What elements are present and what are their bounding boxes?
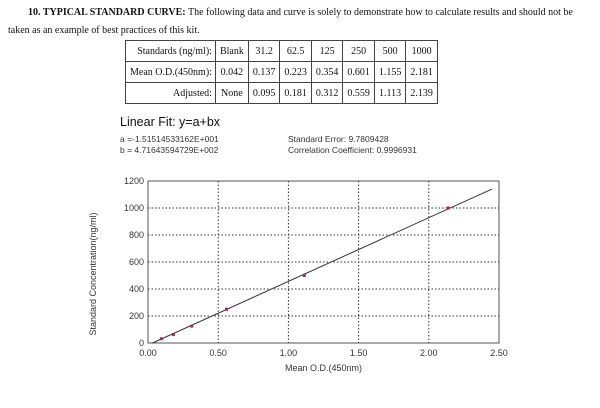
data-point (159, 337, 163, 341)
x-tick-label: 2.00 (420, 348, 438, 358)
table-cell: 2.139 (405, 82, 438, 104)
fit-title: Linear Fit: y=a+bx (120, 115, 221, 129)
x-tick-label: 0.00 (139, 348, 157, 358)
x-tick-label: 1.50 (350, 348, 368, 358)
y-tick-label: 800 (129, 230, 144, 240)
y-axis-label: Standard Concentration(ng/ml) (88, 212, 98, 335)
x-tick-label: 2.50 (490, 348, 508, 358)
param-a: a =-1.51514533162E+001 (120, 134, 219, 144)
table-row: Adjusted: None 0.095 0.181 0.312 0.559 1.113 2.… (125, 82, 438, 104)
row-label: Adjusted: (125, 82, 216, 104)
data-point (446, 206, 450, 210)
y-tick-label: 600 (129, 257, 144, 267)
data-point (171, 333, 175, 337)
param-b: b = 4.71643594729E+002 (120, 145, 219, 155)
data-point (224, 307, 228, 311)
data-point (190, 324, 194, 328)
y-tick-label: 400 (129, 284, 144, 294)
x-tick-label: 0.50 (209, 348, 227, 358)
standards-table: Standards (ng/ml): Blank 31.2 62.5 125 250 500… (125, 40, 438, 104)
y-tick-label: 200 (129, 311, 144, 321)
table-row: Mean O.D.(450nm): 0.042 0.137 0.223 0.354 0.6… (125, 61, 438, 83)
y-tick-label: 1000 (124, 203, 144, 213)
table-cell: None (214, 82, 249, 104)
y-tick-label: 1200 (124, 176, 144, 186)
fit-line (152, 188, 493, 344)
heading-line1: 10. TYPICAL STANDARD CURVE: The followin… (28, 7, 573, 18)
x-axis-label: Mean O.D.(450nm) (285, 363, 362, 373)
table-cell: 0.559 (342, 82, 375, 104)
heading-line2: taken as an example of best practices of… (8, 25, 200, 36)
table-cell: 0.042 (214, 61, 249, 83)
x-tick-label: 1.00 (280, 348, 298, 358)
correlation-coefficient: Correlation Coefficient: 0.9996931 (288, 145, 417, 155)
standard-error: Standard Error: 9.7809428 (288, 134, 389, 144)
y-tick-label: 0 (139, 338, 144, 348)
data-point (302, 274, 306, 277)
